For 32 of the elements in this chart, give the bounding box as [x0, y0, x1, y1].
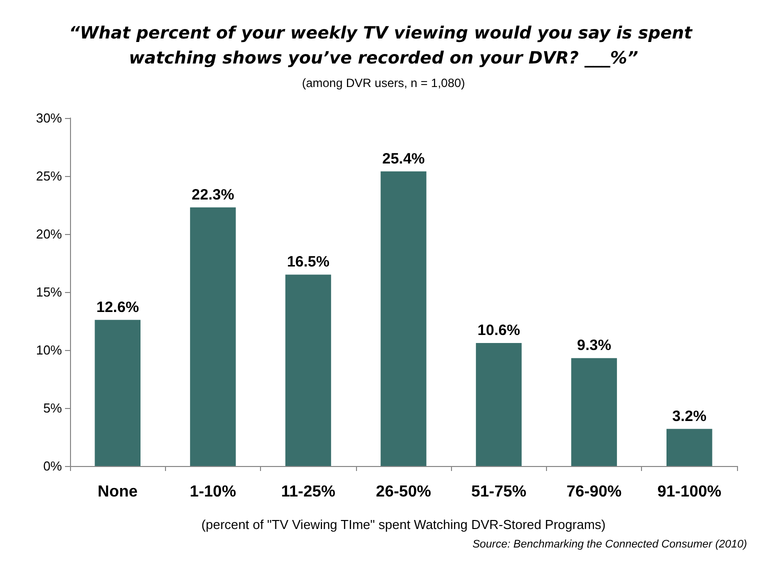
y-tick-label: 30% — [36, 110, 62, 126]
bar — [94, 320, 141, 466]
x-axis-title: (percent of "TV Viewing TIme" spent Watching DVR-Stored Programs) — [201, 517, 606, 532]
bar — [190, 207, 236, 466]
x-tick-label: 76-90% — [566, 484, 622, 500]
y-tick-label: 5% — [43, 400, 62, 416]
x-tick-label: 91-100% — [657, 484, 722, 500]
data-label: 12.6% — [96, 298, 139, 316]
chart-subtitle: (among DVR users, n = 1,080) — [302, 76, 466, 90]
y-tick-label: 10% — [36, 342, 62, 358]
x-tick-label: 1-10% — [190, 484, 236, 500]
data-label: 9.3% — [576, 337, 612, 354]
bar — [380, 171, 426, 466]
data-label: 22.3% — [192, 186, 234, 204]
data-label: 16.5% — [286, 254, 330, 271]
x-tick-label: None — [98, 484, 138, 500]
y-tick-label: 15% — [36, 284, 62, 300]
source-note: Source: Benchmarking the Connected Consumer (2010) — [472, 538, 748, 550]
x-tick-label: 11-25% — [281, 484, 336, 500]
x-tick-label: 51-75% — [471, 484, 526, 500]
y-tick-label: 20% — [36, 226, 62, 242]
bar — [285, 274, 332, 466]
bar — [476, 343, 522, 466]
data-label: 10.6% — [478, 322, 520, 340]
y-tick-label: 0% — [43, 458, 62, 474]
y-tick-label: 25% — [36, 168, 62, 184]
data-label: 3.2% — [672, 408, 706, 425]
data-label: 25.4% — [382, 150, 425, 168]
bar — [666, 428, 712, 466]
chart-title: “What percent of your weekly TV viewing would you say is spent watching shows you’ve recorded on your DVR? ___%” — [68, 24, 698, 68]
x-tick-label: 26-50% — [376, 484, 432, 500]
bar — [571, 358, 617, 466]
